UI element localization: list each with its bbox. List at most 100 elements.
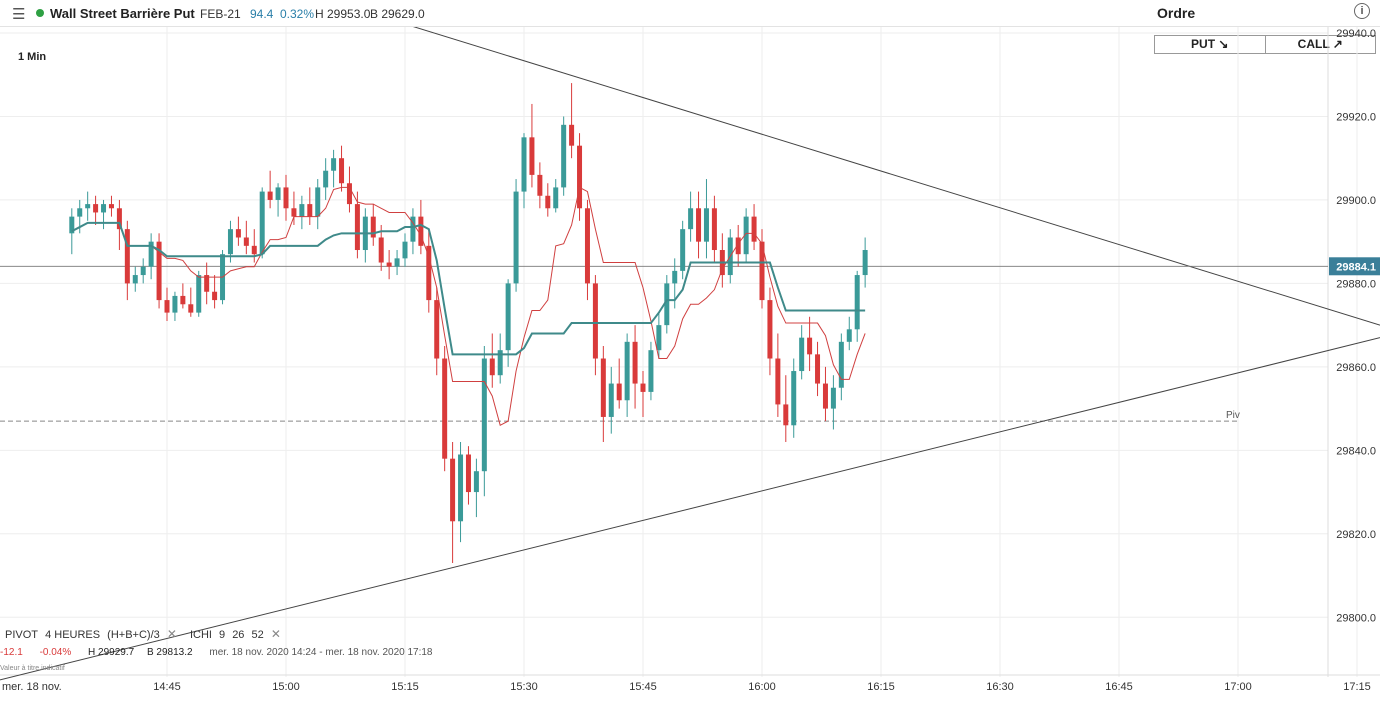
x-tick-label: 16:30 xyxy=(986,681,1014,693)
y-tick-label: 29940.0 xyxy=(1336,28,1376,40)
ichi-param: 52 xyxy=(251,629,264,641)
candle-body xyxy=(164,300,170,313)
expiry-label: FEB-21 xyxy=(200,7,241,21)
tenkan-line xyxy=(71,186,866,427)
candle-body xyxy=(275,187,281,200)
trendline-upper xyxy=(412,27,1380,326)
y-tick-label: 29820.0 xyxy=(1336,529,1376,541)
candle-body xyxy=(703,208,709,242)
close-pivot-icon[interactable]: ✕ xyxy=(166,627,177,641)
candle-body xyxy=(259,191,265,255)
candle-body xyxy=(584,208,590,284)
call-button[interactable]: CALL ↗ xyxy=(1264,36,1376,53)
candle-body xyxy=(204,275,210,292)
candle-body xyxy=(394,258,400,267)
x-tick-label: 16:45 xyxy=(1105,681,1133,693)
menu-icon[interactable]: ☰ xyxy=(12,6,26,23)
candle-body xyxy=(735,237,741,255)
x-tick-label: 15:15 xyxy=(391,681,419,693)
candle-body xyxy=(600,358,606,417)
candle-body xyxy=(489,358,495,376)
pivot-formula: (H+B+C)/3 xyxy=(107,629,160,641)
candle-body xyxy=(108,204,114,209)
candle-body xyxy=(465,454,471,493)
candle-body xyxy=(648,350,654,392)
y-tick-label: 29920.0 xyxy=(1336,111,1376,123)
candle-body xyxy=(283,187,289,209)
candle-body xyxy=(751,216,757,242)
candle-body xyxy=(624,341,630,401)
candle-body xyxy=(315,187,321,217)
candle-body xyxy=(346,183,352,205)
ichi-param: 26 xyxy=(232,629,245,641)
candle-body xyxy=(370,216,376,238)
candle-body xyxy=(656,325,662,351)
candle-body xyxy=(711,208,717,251)
candle-body xyxy=(537,174,543,196)
candle-body xyxy=(767,300,773,359)
timeframe-label: 1 Min xyxy=(18,51,46,63)
candle-body xyxy=(545,195,551,209)
date-label: mer. 18 nov. xyxy=(2,681,62,693)
candle-body xyxy=(569,124,575,146)
candle-body xyxy=(672,270,678,284)
candle-body xyxy=(481,358,487,472)
candle-body xyxy=(553,187,559,209)
pivot-label: Piv xyxy=(1226,410,1240,421)
candle-body xyxy=(132,275,138,284)
candle-body xyxy=(680,229,686,271)
candle-body xyxy=(775,358,781,405)
instrument-name: Wall Street Barrière Put xyxy=(50,6,195,21)
candle-body xyxy=(458,454,464,522)
candle-body xyxy=(862,250,868,276)
candle-body xyxy=(323,170,329,188)
info-icon[interactable]: i xyxy=(1354,3,1370,19)
status-line: -12.1 -0.04% H 29929.7 B 29813.2 mer. 18… xyxy=(0,647,433,658)
candle-body xyxy=(291,208,297,217)
candle-body xyxy=(426,245,432,301)
candle-body xyxy=(799,337,805,372)
candle-body xyxy=(632,341,638,384)
candle-body xyxy=(101,204,107,213)
candle-body xyxy=(783,404,789,426)
candle-body xyxy=(577,145,583,209)
pivot-period: 4 HEURES xyxy=(45,629,101,641)
trendline-lower xyxy=(0,337,1380,681)
top-bar: ☰ Wall Street Barrière Put FEB-21 94.4 0… xyxy=(0,0,1380,27)
candle-body xyxy=(188,304,194,313)
candle-body xyxy=(473,471,479,493)
candle-body xyxy=(148,241,154,267)
candle-body xyxy=(807,337,813,355)
candle-body xyxy=(180,295,186,305)
candle-body xyxy=(227,229,233,255)
candle-body xyxy=(759,241,765,301)
candle-body xyxy=(592,283,598,359)
candle-body xyxy=(69,216,75,234)
status-dot xyxy=(36,9,44,17)
candle-body xyxy=(140,266,146,276)
x-tick-label: 17:15 xyxy=(1343,681,1371,693)
ichi-label: ICHI xyxy=(189,629,212,641)
change-pct: 0.32% xyxy=(280,7,315,21)
low-value: B 29629.0 xyxy=(370,7,425,21)
candle-body xyxy=(846,329,852,342)
candle-body xyxy=(450,458,456,522)
x-tick-label: 14:45 xyxy=(153,681,181,693)
candle-body xyxy=(616,383,622,401)
candle-body xyxy=(640,383,646,392)
candle-body xyxy=(815,354,821,384)
candle-body xyxy=(235,229,241,238)
candle-body xyxy=(696,208,702,242)
candle-body xyxy=(156,241,162,301)
candle-body xyxy=(497,350,503,376)
close-ichi-icon[interactable]: ✕ xyxy=(270,627,281,641)
put-button[interactable]: PUT ↘ xyxy=(1191,37,1229,51)
price-chart[interactable]: 29800.0 29820.0 29840.0 29860.0 29880.0 29900… xyxy=(0,27,1380,702)
status-change: -12.1 xyxy=(0,647,23,658)
candle-body xyxy=(378,237,384,263)
ichi-param: 9 xyxy=(219,629,226,641)
current-price-label: 29884.1 xyxy=(1336,261,1376,273)
candle-body xyxy=(608,383,614,417)
kijun-line xyxy=(71,221,866,356)
x-tick-label: 15:00 xyxy=(272,681,300,693)
